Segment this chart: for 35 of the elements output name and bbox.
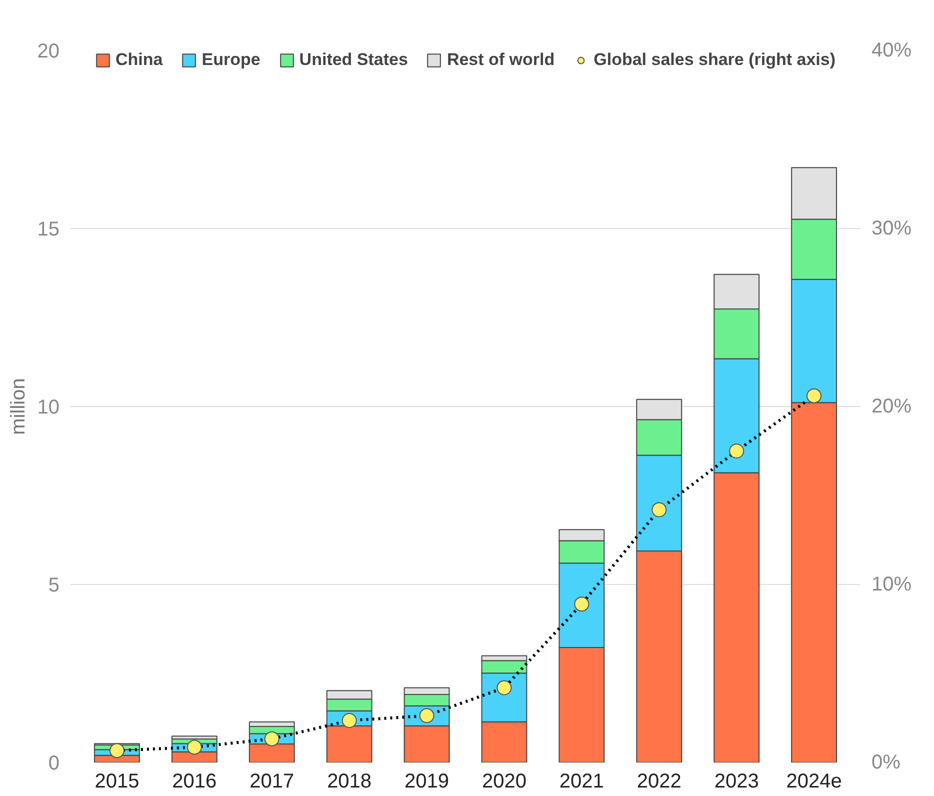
legend-label: Rest of world	[446, 50, 555, 70]
y2-tick-label: 30%	[872, 218, 912, 240]
point	[264, 731, 280, 746]
x-tick-label: 2019	[404, 770, 450, 792]
y-tick-label: 5	[48, 574, 60, 596]
point	[574, 596, 590, 612]
y-tick-label: 10	[37, 396, 60, 418]
point	[806, 388, 822, 404]
legend-label: Global sales share (right axis)	[594, 50, 836, 70]
x-tick-label: 2024e	[786, 770, 842, 792]
bar	[171, 736, 218, 740]
x-tick-label: 2021	[559, 770, 604, 792]
x-tick-label: 2020	[482, 770, 526, 792]
x-tick-label: 2023	[714, 770, 759, 792]
point	[496, 680, 512, 696]
point	[109, 743, 124, 758]
y2-tick-label: 20%	[872, 396, 912, 418]
y2-tick-label: 40%	[872, 40, 912, 62]
x-tick-label: 2016	[172, 770, 217, 792]
y-axis-title: million	[7, 378, 30, 435]
point	[652, 502, 667, 518]
legend-label: China	[116, 50, 163, 70]
y2-tick-label: 0%	[872, 752, 901, 774]
y-tick-label: 15	[37, 218, 60, 240]
y2-tick-label: 10%	[872, 574, 912, 596]
y-tick-label: 0	[48, 752, 60, 774]
point	[729, 444, 744, 458]
point	[186, 740, 202, 755]
legend-label: United States	[299, 50, 408, 70]
x-tick-label: 2018	[327, 770, 372, 792]
x-tick-label: 2015	[94, 770, 140, 792]
y-tick-label: 20	[37, 40, 60, 62]
legend-label: Europe	[202, 50, 260, 70]
x-tick-label: 2017	[250, 770, 294, 792]
x-tick-label: 2022	[636, 770, 682, 792]
